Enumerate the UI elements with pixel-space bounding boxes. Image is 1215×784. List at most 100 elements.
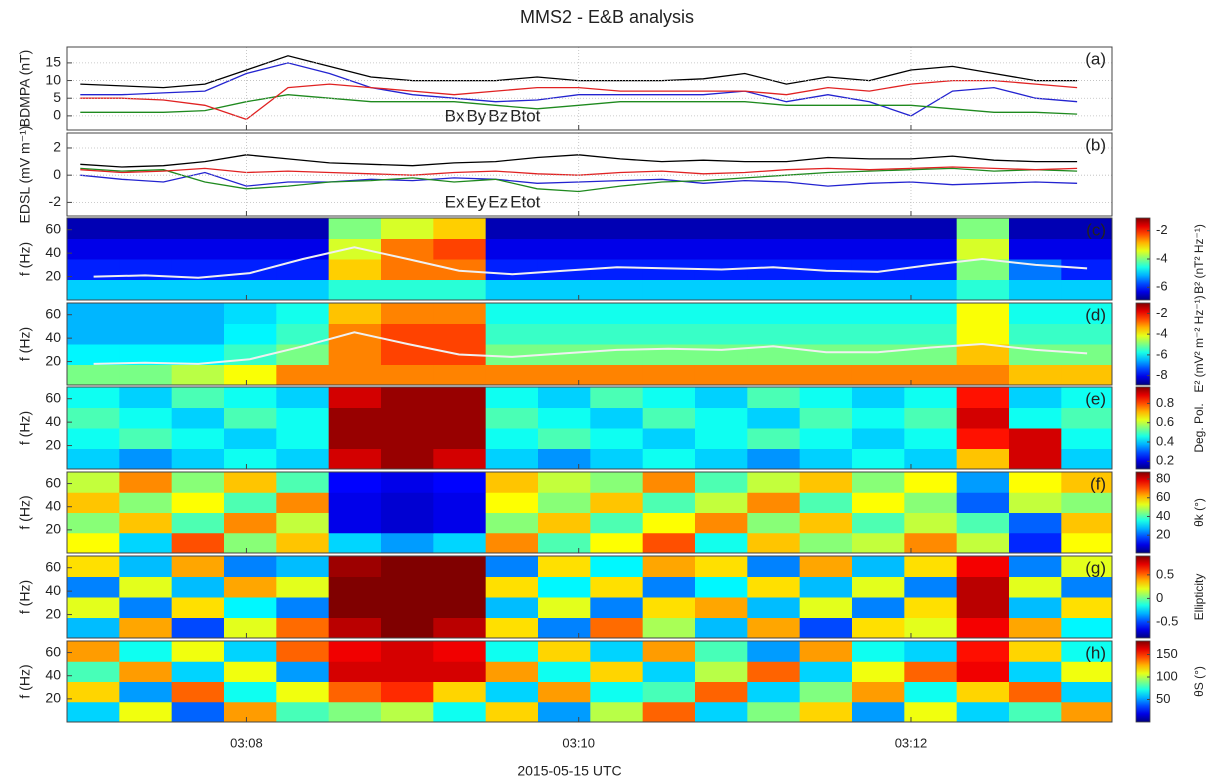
heat-cell (694, 532, 748, 553)
heat-cell (171, 472, 225, 493)
heat-cell (747, 556, 801, 577)
heat-cell (380, 323, 434, 345)
colorbar (1135, 555, 1151, 639)
heat-cell (1008, 448, 1062, 469)
heat-cell (1008, 701, 1062, 722)
heat-cell (799, 364, 853, 385)
legend-entry: Ex (445, 192, 465, 211)
heat-cell (642, 492, 696, 513)
heat-cell (380, 238, 434, 260)
heat-cell (328, 661, 382, 682)
heat-cell (328, 387, 382, 408)
heat-cell (642, 597, 696, 618)
heat-cell (956, 576, 1010, 598)
colorbar-tick-label: 40 (1156, 508, 1170, 523)
heat-cell (904, 303, 958, 324)
heat-cell (537, 512, 591, 534)
heat-cell (694, 303, 748, 324)
heat-cell (590, 512, 644, 534)
heat-cell (1061, 428, 1112, 449)
heat-cell (433, 279, 487, 300)
heat-cell (276, 387, 330, 408)
heat-cell (328, 597, 382, 618)
heat-cell (485, 428, 539, 449)
heat-cell (799, 681, 853, 703)
heat-cell (328, 364, 382, 385)
heat-cell (380, 407, 434, 429)
heat-cell (1061, 512, 1112, 534)
colorbar-tick-label: -0.5 (1156, 613, 1178, 628)
heat-cell (590, 472, 644, 493)
heat-cell (851, 701, 905, 722)
heat-cell (956, 472, 1010, 493)
heat-cell (851, 472, 905, 493)
heat-cell (223, 279, 277, 300)
heat-cell (67, 238, 120, 260)
heat-cell (223, 492, 277, 513)
heat-cell (119, 407, 173, 429)
heat-cell (642, 387, 696, 408)
heat-cell (694, 218, 748, 239)
heat-cell (1061, 641, 1112, 662)
heat-cell (956, 364, 1010, 385)
heat-cell (485, 218, 539, 239)
heat-cell (433, 597, 487, 618)
heat-cell (956, 492, 1010, 513)
heat-cell (67, 532, 120, 553)
heat-cell (433, 701, 487, 722)
heat-cell (747, 448, 801, 469)
heat-cell (537, 344, 591, 365)
heat-cell (590, 701, 644, 722)
heat-cell (956, 259, 1010, 280)
heat-cell (537, 597, 591, 618)
heat-cell (904, 641, 958, 662)
heat-cell (1008, 617, 1062, 638)
heat-cell (1061, 238, 1112, 260)
panel: 50 100 150 θS (°) 20 40 60 03:08 03:10 03:12 (h) f … (17, 640, 1206, 779)
plot-area (67, 303, 1112, 385)
heat-cell (956, 701, 1010, 722)
panel-frame (66, 471, 1113, 554)
heat-cell (799, 617, 853, 638)
heat-cell (537, 576, 591, 598)
heat-cell (537, 218, 591, 239)
heat-cell (485, 387, 539, 408)
heat-cell (590, 681, 644, 703)
heat-cell (956, 532, 1010, 553)
colorbar-tick-label: 60 (1156, 489, 1170, 504)
colorbar (1135, 302, 1151, 386)
heat-cell (1061, 303, 1112, 324)
heat-cell (67, 597, 120, 618)
heat-cell (851, 576, 905, 598)
y-axis-label: f (Hz) (17, 411, 33, 445)
heat-cell (119, 701, 173, 722)
panel-label: (a) (1085, 49, 1106, 68)
heat-cell (67, 218, 120, 239)
heat-cell (851, 387, 905, 408)
heat-cell (799, 279, 853, 300)
x-tick-label: 03:12 (895, 735, 928, 750)
heat-cell (485, 259, 539, 280)
heat-cell (380, 617, 434, 638)
colorbar-tick-label: 50 (1156, 691, 1170, 706)
heat-cell (904, 576, 958, 598)
heat-cell (328, 681, 382, 703)
heat-cell (642, 532, 696, 553)
heat-cell (1061, 472, 1112, 493)
heat-cell (328, 532, 382, 553)
heat-cell (1008, 681, 1062, 703)
heat-cell (747, 512, 801, 534)
heat-cell (799, 472, 853, 493)
heat-cell (223, 259, 277, 280)
heat-cell (747, 492, 801, 513)
heat-cell (1061, 492, 1112, 513)
heat-cell (747, 323, 801, 345)
heat-cell (956, 218, 1010, 239)
heat-cell (67, 323, 120, 345)
heat-cell (433, 472, 487, 493)
heat-cell (694, 448, 748, 469)
heat-cell (485, 303, 539, 324)
y-tick-label: 15 (45, 54, 61, 70)
